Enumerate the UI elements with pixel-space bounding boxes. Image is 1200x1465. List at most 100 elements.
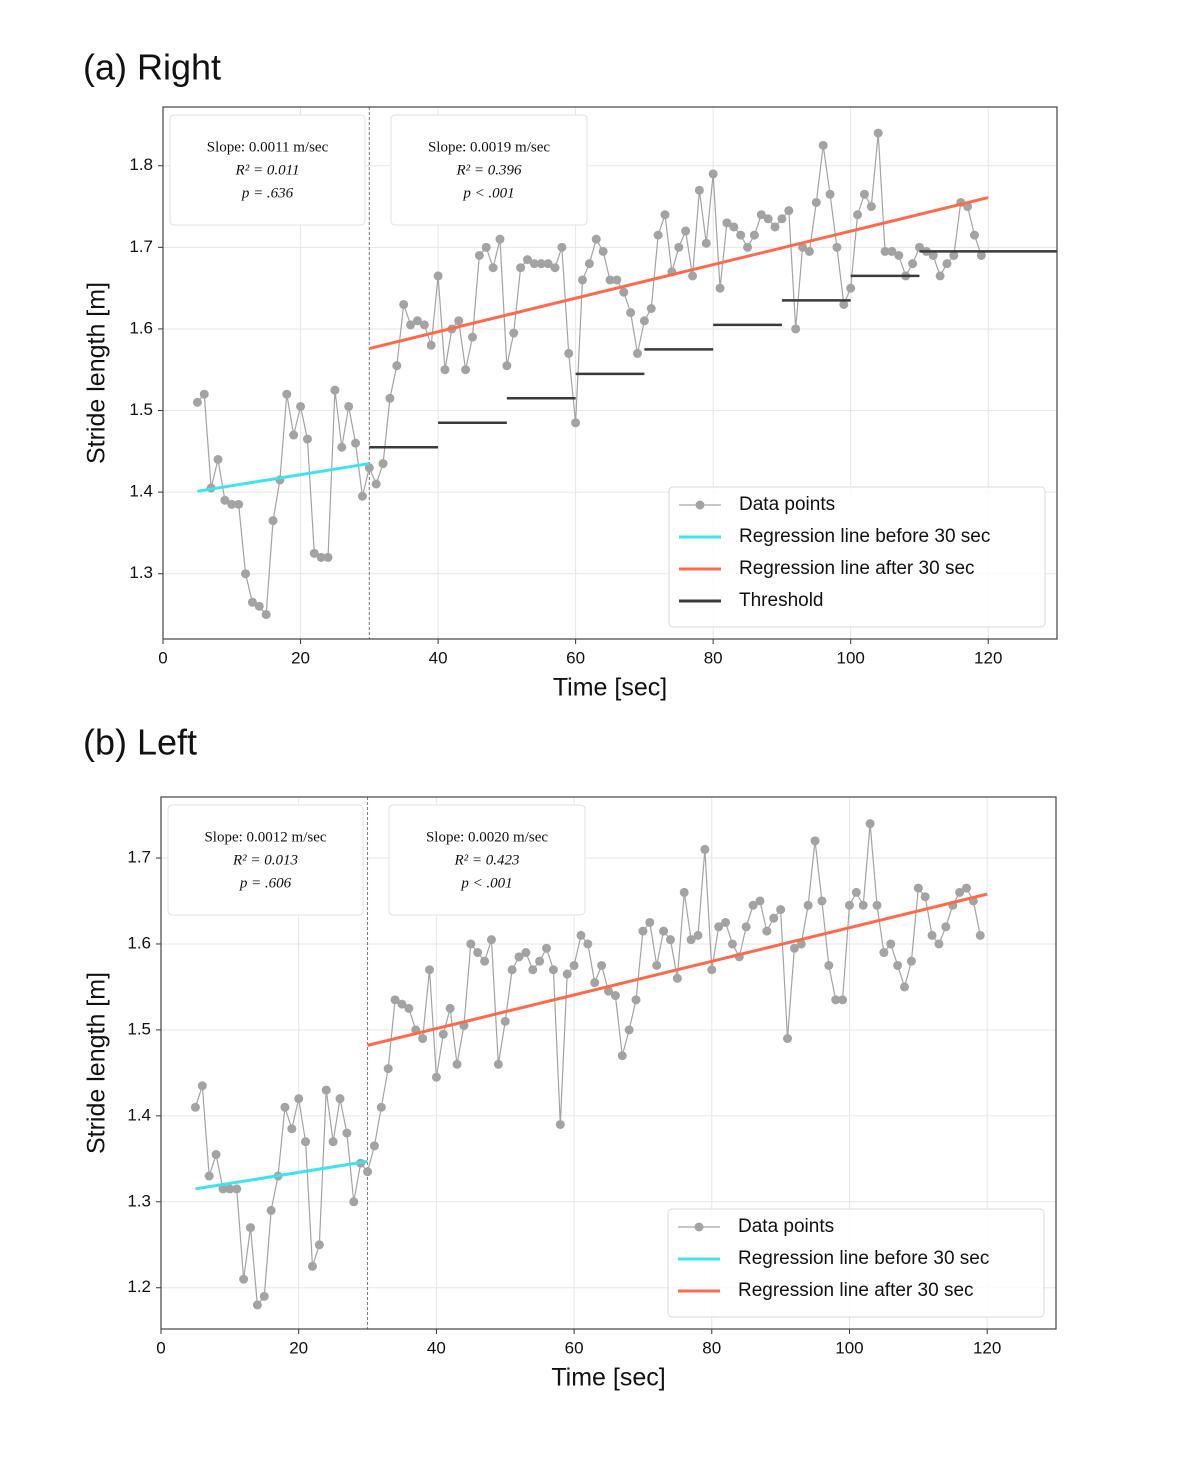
data-point [714,922,724,932]
data-point [908,259,918,269]
annotation-box [169,114,366,226]
y-axis-label: Stride length [m] [83,282,111,464]
legend-label: Regression line after 30 sec [738,1280,974,1301]
plot-frame [160,796,1057,1330]
data-point [770,222,780,232]
x-tick-label: 60 [565,1338,584,1357]
data-point [844,900,854,910]
data-point [748,900,758,910]
data-point [804,246,814,256]
data-point [729,222,739,232]
data-point [900,982,910,992]
data-point [529,259,539,269]
data-point [302,434,312,444]
data-point [521,948,531,958]
x-tick-label: 60 [566,648,585,667]
data-point [969,230,979,240]
data-point [323,552,333,562]
data-point [825,189,835,199]
data-point [796,939,806,949]
data-point [404,1003,414,1013]
data-point [665,935,675,945]
data-point [976,251,986,261]
data-point [672,973,682,983]
x-tick-label: 0 [156,1338,165,1357]
data-point [674,242,684,252]
data-point [474,251,484,261]
x-tick-label: 120 [974,648,1002,667]
data-point [252,1300,262,1310]
data-point [419,320,429,330]
data-point [412,316,422,326]
y-tick-label: 1.6 [127,933,151,952]
data-point [679,887,689,897]
data-point [307,1261,317,1271]
data-point [328,1137,338,1147]
legend-label: Regression line after 30 sec [739,558,975,579]
data-point [853,210,863,220]
data-point [385,393,395,403]
data-point [321,1085,331,1095]
data-point [218,1184,228,1194]
data-point [280,1102,290,1112]
data-point [548,965,558,975]
data-point [934,939,944,949]
data-point [555,1119,565,1129]
data-point [639,316,649,326]
data-point [610,991,620,1001]
regression-line [368,196,989,350]
data-point [763,214,773,224]
x-tick-label: 40 [429,648,448,667]
data-point [433,271,443,281]
data-point [330,385,340,395]
data-point [431,1072,441,1082]
annotation-text: R² = 0.396 [455,162,522,178]
data-point [784,206,794,216]
data-point [461,365,471,375]
data-point [633,348,643,358]
chart: (b) Left 0 20 40 60 80 100 120 1.2 1.3 1.4 1.5 1.6 1.… [83,722,1057,1392]
data-point [241,569,251,579]
y-tick-label: 1.7 [127,848,151,867]
data-point [839,299,849,309]
data-point [583,939,593,949]
data-point [383,1064,393,1074]
annotation-box [388,804,586,916]
data-point [893,960,903,970]
data-point [390,995,400,1005]
data-point [337,442,347,452]
y-tick-label: 1.4 [127,1105,151,1124]
data-point [344,401,354,411]
data-point [576,930,586,940]
x-tick-label: 20 [291,648,310,667]
data-point [886,939,896,949]
data-point [569,960,579,970]
data-point [259,1291,269,1301]
data-point [357,491,367,501]
data-point [736,230,746,240]
data-point [363,1167,373,1177]
data-point [562,969,572,979]
data-point [211,1150,221,1160]
data-point [371,479,381,489]
data-point [755,896,765,906]
data-point [369,1141,379,1151]
data-point [777,214,787,224]
data-point [550,263,560,273]
legend-label: Data points [739,494,835,515]
data-point [557,242,567,252]
data-point [543,259,553,269]
data-point [481,242,491,252]
data-point [688,271,698,281]
data-point [831,995,841,1005]
data-point [935,271,945,281]
data-point [626,308,636,318]
data-point [701,238,711,248]
y-tick-label: 1.6 [129,318,153,337]
data-point [246,1223,255,1233]
data-point [522,255,532,265]
data-point [798,242,808,252]
data-point [894,251,904,261]
data-point [681,226,691,236]
